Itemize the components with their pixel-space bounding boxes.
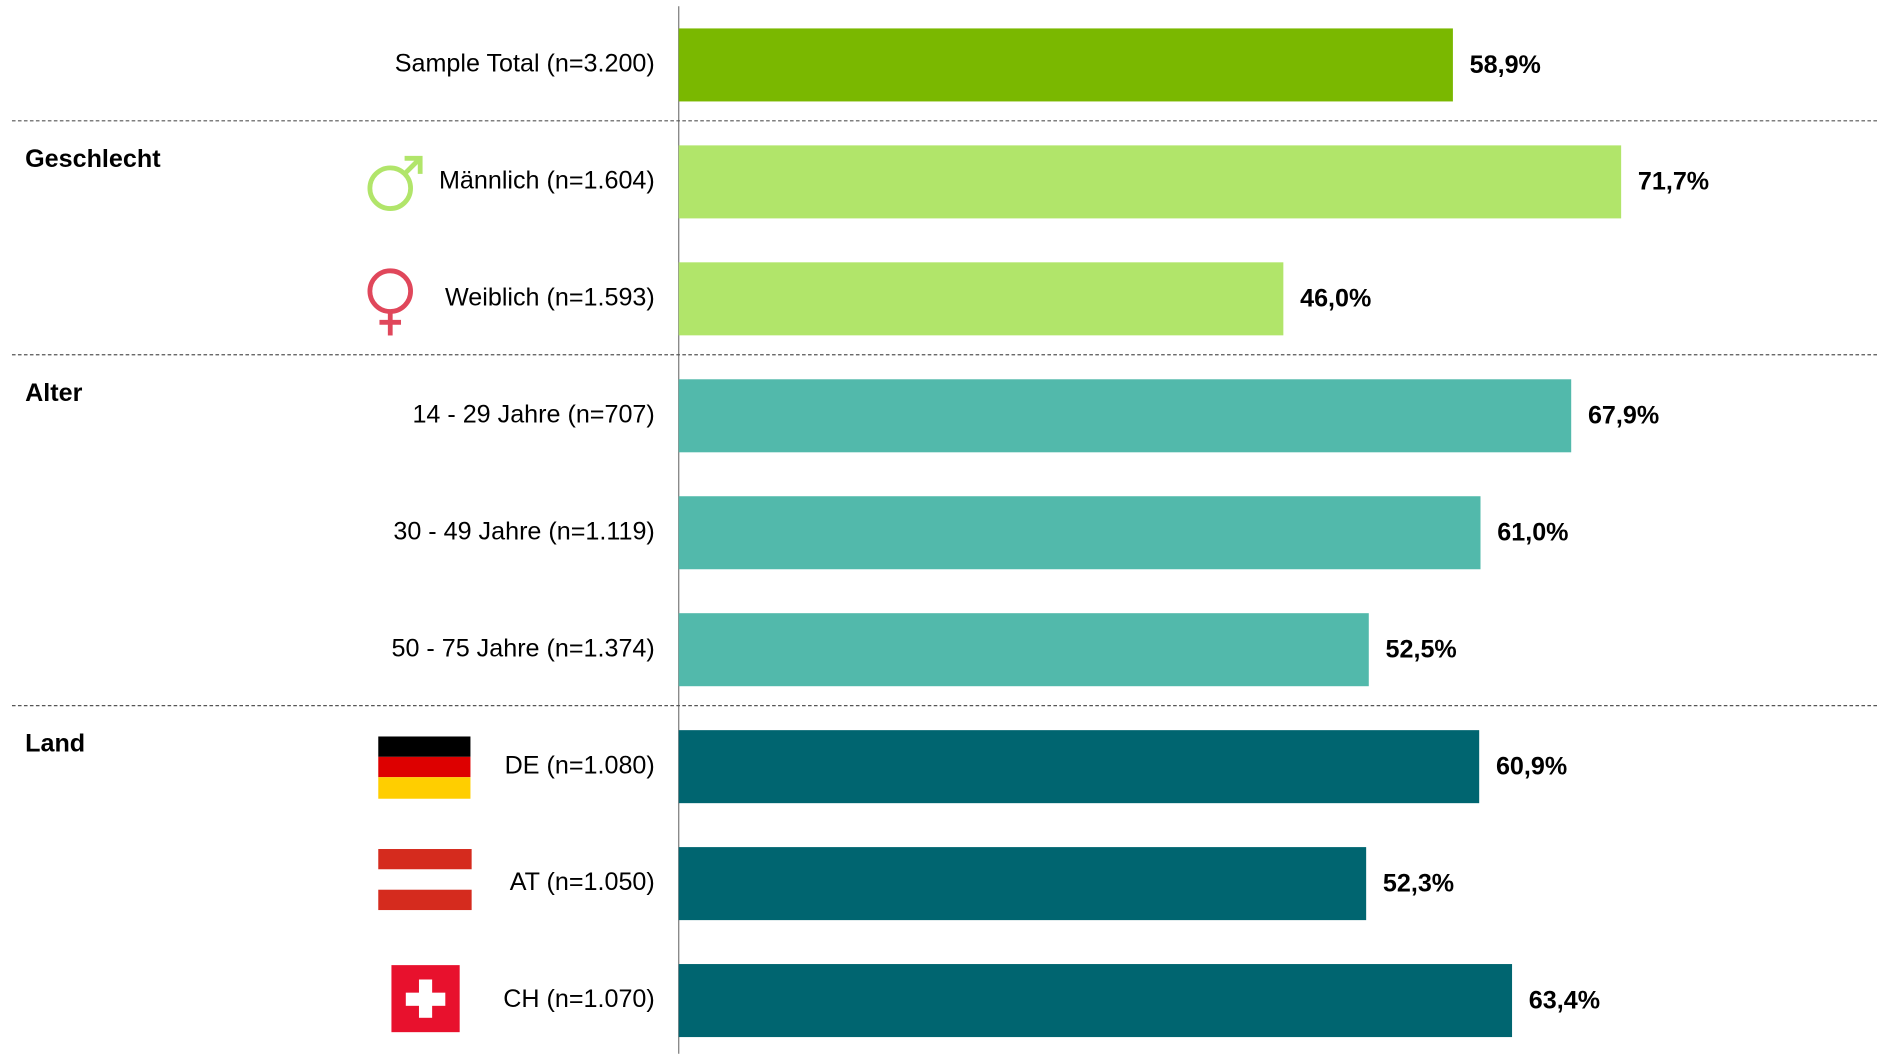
bar: [678, 379, 1572, 453]
bar: [678, 145, 1622, 219]
bar: [678, 262, 1284, 336]
female-icon: [367, 268, 413, 336]
category-label: Männlich (n=1.604): [439, 167, 655, 195]
value-label: 60,9%: [1496, 752, 1567, 780]
category-label: CH (n=1.070): [503, 985, 655, 1013]
value-label: 46,0%: [1300, 285, 1371, 313]
flag-de: [378, 736, 471, 799]
value-label: 52,5%: [1386, 636, 1457, 664]
category-label: 50 - 75 Jahre (n=1.374): [391, 634, 654, 662]
bar: [678, 964, 1513, 1038]
flag-at: [378, 849, 472, 911]
category-label: Sample Total (n=3.200): [395, 50, 655, 78]
value-label: 63,4%: [1529, 986, 1600, 1014]
category-label: 30 - 49 Jahre (n=1.119): [393, 517, 654, 545]
value-label: 67,9%: [1588, 402, 1659, 430]
group-label: Alter: [25, 379, 82, 407]
group-label: Geschlecht: [25, 145, 161, 173]
value-label: 58,9%: [1470, 51, 1541, 79]
value-label: 71,7%: [1638, 168, 1709, 196]
bar: [678, 613, 1369, 687]
value-label: 61,0%: [1497, 519, 1568, 547]
bar: [678, 847, 1367, 921]
category-label: AT (n=1.050): [510, 868, 655, 896]
value-label: 52,3%: [1383, 869, 1454, 897]
bar: [678, 496, 1481, 570]
category-label: 14 - 29 Jahre (n=707): [412, 400, 654, 428]
category-label: Weiblich (n=1.593): [445, 283, 655, 311]
bar: [678, 730, 1480, 804]
group-label: Land: [25, 730, 85, 758]
flag-ch: [391, 965, 460, 1033]
category-label: DE (n=1.080): [505, 751, 655, 779]
male-icon: [367, 155, 423, 211]
bar: [678, 28, 1453, 102]
